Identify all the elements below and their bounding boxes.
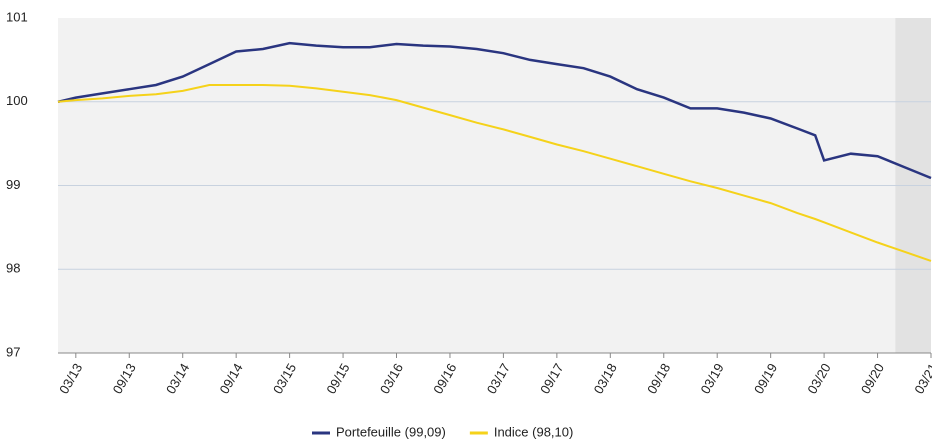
series-line xyxy=(57,41,932,180)
y-tick-label: 99 xyxy=(6,177,20,192)
x-tick-label: 09/19 xyxy=(751,361,780,397)
legend-label: Indice (98,10) xyxy=(494,424,574,439)
x-tick-label: 03/20 xyxy=(804,361,833,397)
plot: 97 98 99 100 101 03/13 09/13 03/14 09/14 03/15 09/… xyxy=(6,9,932,439)
x-tick-label: 03/16 xyxy=(377,361,406,397)
y-tick-label: 100 xyxy=(6,93,28,108)
y-tick-label: 98 xyxy=(6,261,20,276)
x-tick-label: 09/15 xyxy=(323,361,352,397)
x-tick-label: 09/20 xyxy=(858,361,887,397)
x-tick-label: 03/15 xyxy=(270,361,299,397)
y-tick-label: 97 xyxy=(6,344,20,359)
legend-label: Portefeuille (99,09) xyxy=(336,424,446,439)
x-tick-label: 09/17 xyxy=(537,361,566,397)
x-tick-label: 03/19 xyxy=(698,361,727,397)
y-tick-label: 101 xyxy=(6,9,28,24)
x-tick-label: 03/13 xyxy=(56,361,85,397)
x-tick-label: 03/18 xyxy=(591,361,620,397)
x-tick-label: 09/18 xyxy=(644,361,673,397)
x-tick-label: 03/14 xyxy=(163,361,192,397)
x-tick-label: 03/21 xyxy=(911,361,932,397)
x-tick-label: 09/13 xyxy=(110,361,139,397)
x-tick-label: 09/16 xyxy=(430,361,459,397)
series-line xyxy=(57,84,932,262)
x-tick-label: 03/17 xyxy=(484,361,513,397)
x-tick-label: 09/14 xyxy=(216,361,245,397)
